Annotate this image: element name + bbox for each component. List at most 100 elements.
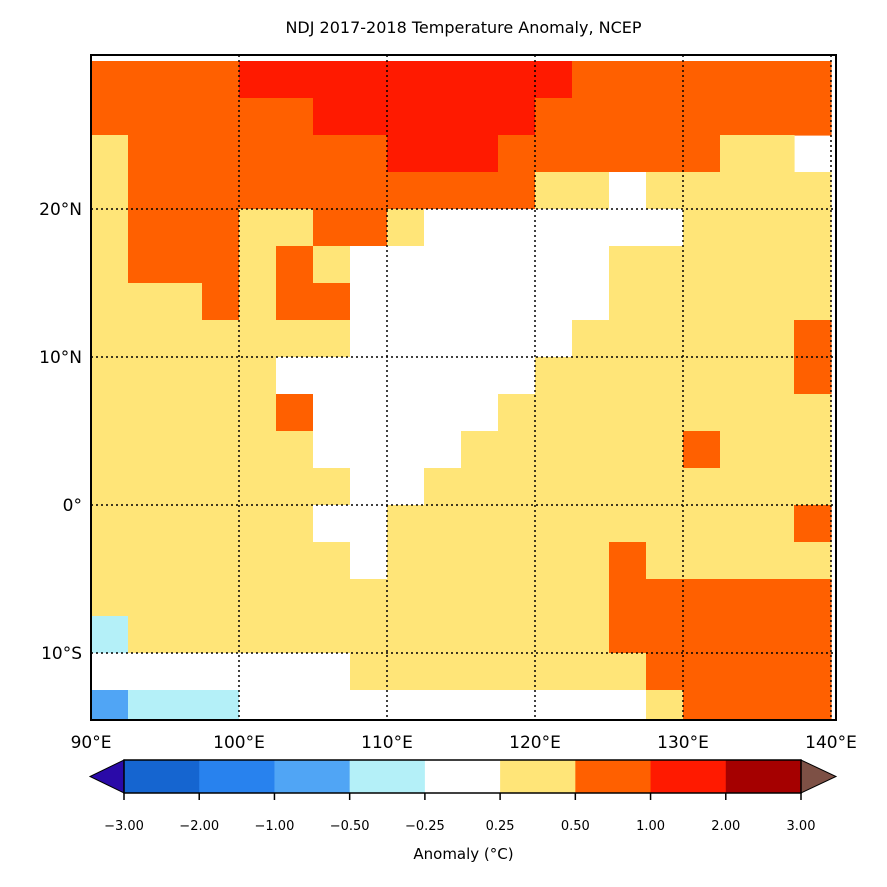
grid-cell xyxy=(683,61,721,99)
grid-cell xyxy=(165,61,203,99)
grid-cell xyxy=(239,579,277,617)
grid-cell xyxy=(646,98,684,136)
grid-cell xyxy=(720,468,758,506)
grid-cell xyxy=(461,98,499,136)
grid-cell xyxy=(276,579,314,617)
grid-cell xyxy=(276,690,314,720)
grid-cell xyxy=(313,431,351,469)
grid-cell xyxy=(572,135,610,173)
grid-cell xyxy=(350,283,388,321)
colorbar-tick-label: −3.00 xyxy=(104,819,144,834)
grid-cell xyxy=(757,98,795,136)
grid-cell xyxy=(202,653,240,691)
grid-cell xyxy=(313,246,351,284)
grid-cell xyxy=(91,431,129,469)
grid-cell xyxy=(165,616,203,654)
grid-cell xyxy=(535,468,573,506)
grid-cell xyxy=(720,690,758,720)
grid-cell xyxy=(165,653,203,691)
grid-cell xyxy=(350,542,388,580)
grid-cell xyxy=(794,246,832,284)
grid-cell xyxy=(91,690,129,720)
grid-cell xyxy=(646,172,684,210)
grid-cell xyxy=(350,135,388,173)
grid-cell xyxy=(387,135,425,173)
grid-cell xyxy=(646,579,684,617)
grid-cell xyxy=(720,209,758,247)
grid-cell xyxy=(350,357,388,395)
grid-cell xyxy=(313,61,351,99)
grid-cell xyxy=(461,431,499,469)
grid-cell xyxy=(609,135,647,173)
grid-cell xyxy=(424,690,462,720)
colorbar-segment xyxy=(725,760,802,793)
grid-cell xyxy=(646,135,684,173)
grid-cell xyxy=(794,505,832,543)
grid-cell xyxy=(535,135,573,173)
grid-cell xyxy=(387,209,425,247)
colorbar-tick-label: 0.50 xyxy=(561,819,590,834)
grid-cell xyxy=(461,505,499,543)
grid-cell xyxy=(128,616,166,654)
grid-cell xyxy=(313,579,351,617)
grid-cell xyxy=(683,653,721,691)
grid-cell xyxy=(165,690,203,720)
grid-cell xyxy=(609,431,647,469)
grid-cell xyxy=(387,394,425,432)
grid-cell xyxy=(720,394,758,432)
grid-cell xyxy=(720,172,758,210)
grid-cell xyxy=(313,394,351,432)
grid-cell xyxy=(609,542,647,580)
grid-cell xyxy=(128,579,166,617)
grid-cell xyxy=(91,616,129,654)
grid-cell xyxy=(128,431,166,469)
grid-cell xyxy=(239,357,277,395)
grid-cell xyxy=(609,209,647,247)
grid-cell xyxy=(165,357,203,395)
grid-cell xyxy=(461,209,499,247)
grid-cell xyxy=(424,616,462,654)
grid-cell xyxy=(91,209,129,247)
grid-cell xyxy=(313,135,351,173)
grid-cell xyxy=(498,653,536,691)
grid-cell xyxy=(313,542,351,580)
grid-cell xyxy=(609,246,647,284)
grid-cell xyxy=(683,616,721,654)
grid-cell xyxy=(757,690,795,720)
grid-cell xyxy=(276,246,314,284)
grid-cell xyxy=(535,616,573,654)
grid-cell xyxy=(239,394,277,432)
grid-cell xyxy=(572,431,610,469)
grid-cell xyxy=(239,172,277,210)
grid-cell xyxy=(91,61,129,99)
grid-cell xyxy=(683,357,721,395)
lat-tick-label: 10°N xyxy=(39,348,82,368)
grid-cell xyxy=(165,172,203,210)
grid-cell xyxy=(498,320,536,358)
grid-cell xyxy=(128,505,166,543)
grid-cell xyxy=(498,135,536,173)
grid-cell xyxy=(572,505,610,543)
colorbar-segment xyxy=(274,760,351,793)
grid-cell xyxy=(387,616,425,654)
grid-cell xyxy=(461,135,499,173)
grid-cell xyxy=(461,394,499,432)
grid-cell xyxy=(498,172,536,210)
grid-cell xyxy=(794,98,832,136)
grid-cell xyxy=(498,542,536,580)
grid-cell xyxy=(276,172,314,210)
grid-cell xyxy=(720,431,758,469)
grid-cell xyxy=(91,653,129,691)
grid-cell xyxy=(387,246,425,284)
grid-cell xyxy=(313,98,351,136)
grid-cell xyxy=(424,209,462,247)
colorbar-frame xyxy=(123,759,802,794)
grid-cell xyxy=(720,135,758,173)
grid-cell xyxy=(202,357,240,395)
grid-cell xyxy=(794,653,832,691)
grid-cell xyxy=(498,579,536,617)
grid-cell xyxy=(313,690,351,720)
grid-cell xyxy=(646,431,684,469)
colorbar-segment xyxy=(650,760,727,793)
